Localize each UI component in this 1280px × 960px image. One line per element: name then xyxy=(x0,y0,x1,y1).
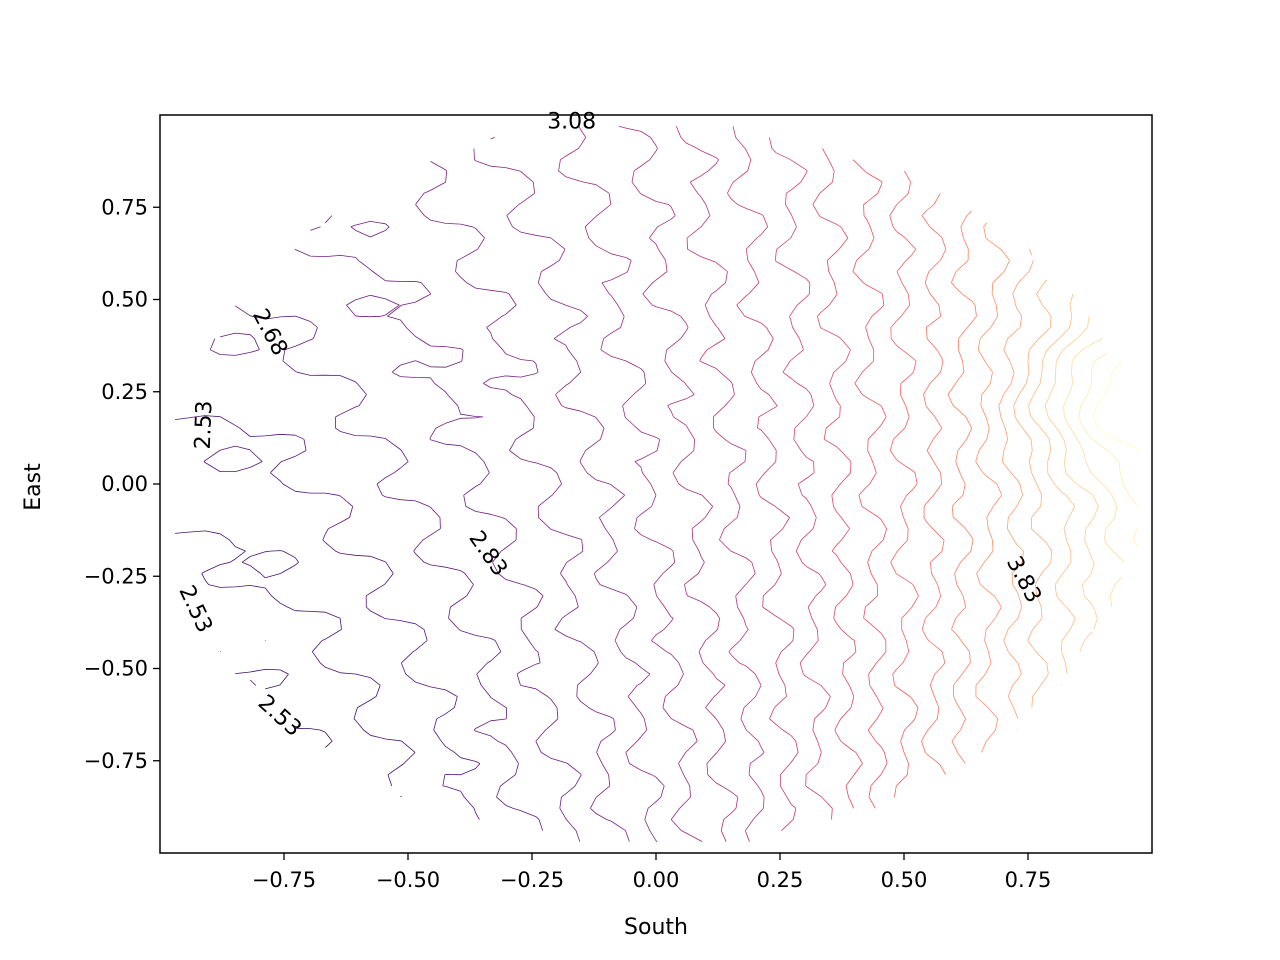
contour-line xyxy=(294,215,582,842)
contour-line xyxy=(1044,316,1099,652)
contour-line xyxy=(618,125,739,842)
contour-line xyxy=(174,530,416,798)
contour-label: 3.08 xyxy=(547,109,596,134)
contour-line xyxy=(473,137,665,843)
y-tick-label: 0.25 xyxy=(101,380,148,404)
contour-line xyxy=(852,159,888,809)
contour-line xyxy=(1078,353,1138,546)
y-axis: 0.75 0.50 0.25 0.00 −0.25 −0.50 −0.75 xyxy=(84,195,160,773)
contour-line xyxy=(998,249,1034,730)
x-tick-label: −0.75 xyxy=(252,868,316,892)
contour-line xyxy=(727,126,799,831)
x-axis: −0.75 −0.50 −0.25 0.00 0.25 0.50 0.75 xyxy=(252,853,1052,892)
contour-line xyxy=(1028,293,1076,686)
contour-line xyxy=(1063,338,1125,608)
contour-line xyxy=(921,193,947,775)
x-tick-label: 0.50 xyxy=(881,868,928,892)
y-tick-label: −0.25 xyxy=(84,564,148,588)
contour-line xyxy=(209,305,544,831)
contour-line xyxy=(1013,279,1053,708)
contour-line xyxy=(768,137,833,820)
contour-line xyxy=(1092,361,1138,450)
y-tick-label: −0.75 xyxy=(84,749,148,773)
x-tick-label: −0.50 xyxy=(376,868,440,892)
contour-line xyxy=(558,126,703,843)
x-tick-label: 0.00 xyxy=(633,868,680,892)
contour-label: 2.53 xyxy=(191,400,218,450)
contour-line xyxy=(975,222,1010,753)
x-tick-label: −0.25 xyxy=(500,868,564,892)
contour-line xyxy=(889,170,919,798)
y-tick-label: 0.75 xyxy=(101,195,148,219)
x-axis-label: South xyxy=(624,915,688,940)
y-tick-label: −0.50 xyxy=(84,657,148,681)
y-tick-label: 0.50 xyxy=(101,288,148,312)
y-tick-label: 0.00 xyxy=(101,472,148,496)
contour-line xyxy=(675,126,765,842)
contour-line xyxy=(174,415,481,820)
x-tick-label: 0.25 xyxy=(757,868,804,892)
contour-line xyxy=(219,650,333,748)
y-axis-label: East xyxy=(21,463,46,511)
x-tick-label: 0.75 xyxy=(1005,868,1052,892)
contour-line xyxy=(415,161,630,842)
contour-line xyxy=(947,210,977,764)
contour-line xyxy=(812,148,863,809)
contour-lines xyxy=(174,125,1138,843)
